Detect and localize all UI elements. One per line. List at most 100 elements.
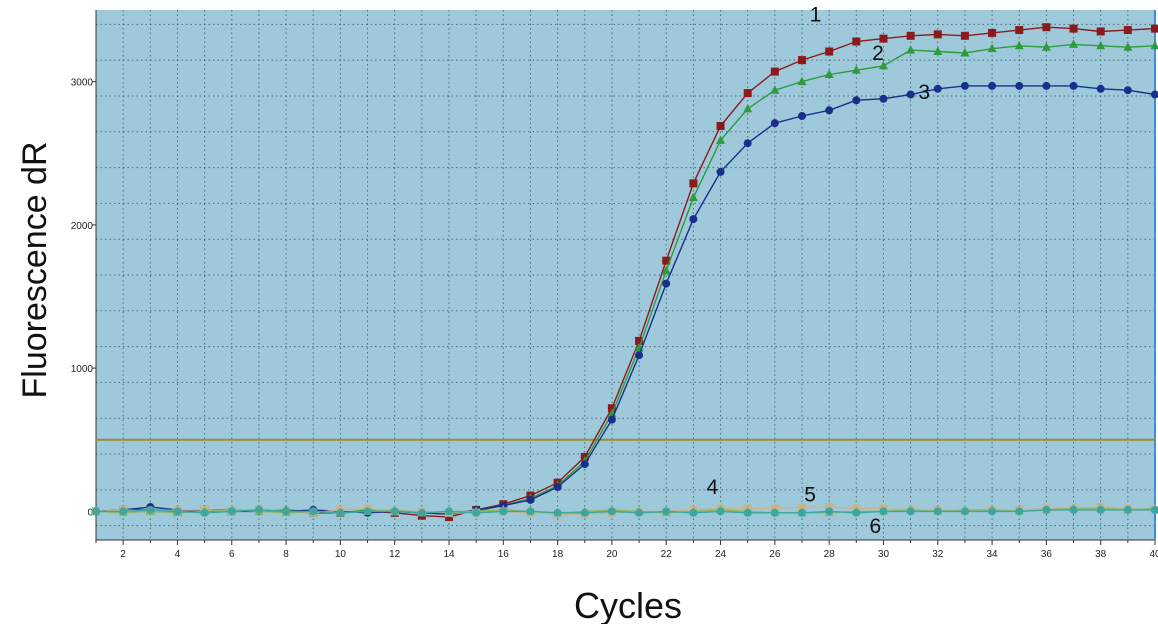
data-point <box>1042 82 1050 90</box>
data-point <box>1097 85 1105 93</box>
data-point <box>1124 506 1132 514</box>
y-tick-label: 3000 <box>71 78 94 89</box>
data-point <box>907 91 915 99</box>
data-point <box>554 483 562 491</box>
data-point <box>391 507 399 515</box>
data-point <box>526 507 534 515</box>
data-point <box>961 82 969 90</box>
data-point <box>336 509 344 517</box>
data-point <box>689 509 697 517</box>
data-point <box>879 95 887 103</box>
data-point <box>1070 82 1078 90</box>
data-point <box>364 507 372 515</box>
data-point <box>961 507 969 515</box>
x-tick-label: 34 <box>987 549 999 560</box>
data-point <box>717 168 725 176</box>
data-point <box>798 509 806 517</box>
data-point <box>771 509 779 517</box>
data-point <box>988 82 996 90</box>
curve-label-6: 6 <box>869 515 881 538</box>
data-point <box>1042 23 1050 31</box>
x-tick-label: 30 <box>878 549 890 560</box>
y-axis-title: Fluorescence dR <box>16 141 54 398</box>
data-point <box>1015 26 1023 34</box>
x-tick-label: 32 <box>932 549 944 560</box>
curve-label-2: 2 <box>872 42 884 65</box>
data-point <box>744 509 752 517</box>
x-axis-title: Cycles <box>574 585 682 624</box>
x-tick-label: 10 <box>335 549 347 560</box>
data-point <box>744 89 752 97</box>
x-tick-label: 16 <box>498 549 510 560</box>
data-point <box>689 179 697 187</box>
data-point <box>771 68 779 76</box>
y-tick-label: 1000 <box>71 364 94 375</box>
data-point <box>744 139 752 147</box>
data-point <box>934 85 942 93</box>
x-tick-label: 18 <box>552 549 564 560</box>
data-point <box>825 507 833 515</box>
data-point <box>1015 507 1023 515</box>
data-point <box>173 507 181 515</box>
data-point <box>282 507 290 515</box>
data-point <box>499 507 507 515</box>
data-point <box>771 119 779 127</box>
data-point <box>445 507 453 515</box>
data-point <box>146 506 154 514</box>
curve-label-4: 4 <box>707 476 719 499</box>
data-point <box>526 496 534 504</box>
data-point <box>717 122 725 130</box>
data-point <box>907 507 915 515</box>
curve-label-5: 5 <box>804 483 816 506</box>
data-point <box>907 32 915 40</box>
data-point <box>852 96 860 104</box>
x-tick-label: 4 <box>175 549 181 560</box>
x-tick-label: 22 <box>661 549 673 560</box>
data-point <box>798 56 806 64</box>
data-point <box>255 506 263 514</box>
data-point <box>662 507 670 515</box>
data-point <box>689 215 697 223</box>
data-point <box>988 29 996 37</box>
data-point <box>798 112 806 120</box>
x-tick-label: 14 <box>443 549 455 560</box>
x-tick-label: 2 <box>120 549 126 560</box>
data-point <box>717 507 725 515</box>
data-point <box>1124 86 1132 94</box>
data-point <box>92 507 100 515</box>
data-point <box>1070 25 1078 33</box>
data-point <box>1151 25 1158 33</box>
curve-label-1: 1 <box>810 3 822 26</box>
data-point <box>1097 506 1105 514</box>
data-point <box>1097 27 1105 35</box>
data-point <box>554 509 562 517</box>
x-tick-label: 8 <box>283 549 289 560</box>
data-point <box>201 509 209 517</box>
data-point <box>934 507 942 515</box>
data-point <box>1070 506 1078 514</box>
data-point <box>1015 82 1023 90</box>
data-point <box>961 32 969 40</box>
data-point <box>635 509 643 517</box>
x-tick-label: 36 <box>1041 549 1053 560</box>
x-tick-label: 26 <box>769 549 781 560</box>
data-point <box>825 106 833 114</box>
data-point <box>852 38 860 46</box>
data-point <box>418 509 426 517</box>
data-point <box>581 509 589 517</box>
y-tick-label: 2000 <box>71 221 94 232</box>
data-point <box>852 509 860 517</box>
data-point <box>988 507 996 515</box>
data-point <box>608 507 616 515</box>
x-tick-label: 24 <box>715 549 727 560</box>
curve-label-3: 3 <box>918 81 930 104</box>
data-point <box>825 48 833 56</box>
data-point <box>1042 506 1050 514</box>
data-point <box>608 416 616 424</box>
data-point <box>1124 26 1132 34</box>
data-point <box>472 509 480 517</box>
data-point <box>228 507 236 515</box>
x-tick-label: 38 <box>1095 549 1107 560</box>
